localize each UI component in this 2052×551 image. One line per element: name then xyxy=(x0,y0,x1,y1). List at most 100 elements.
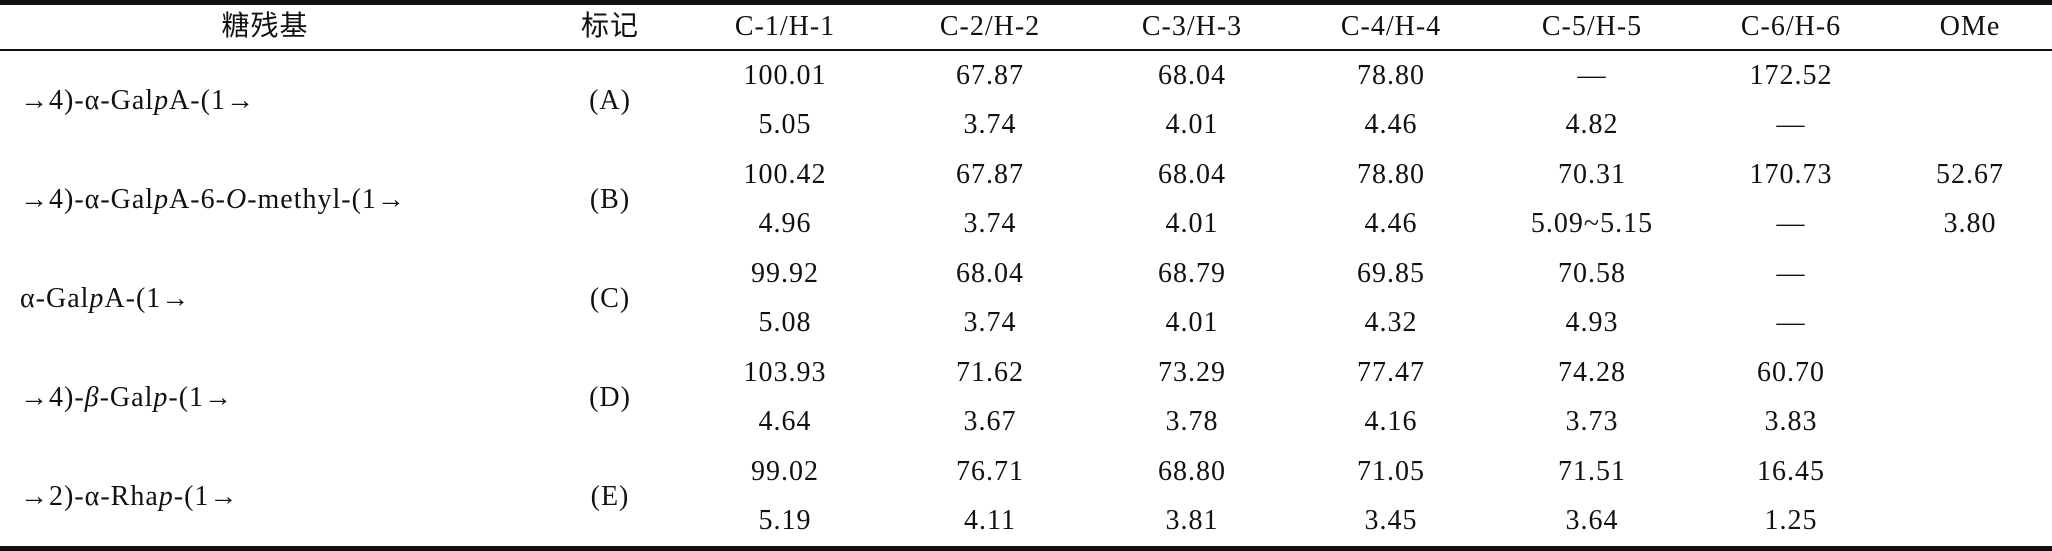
residue-label: (A) xyxy=(589,84,631,116)
proton-shift: 3.74 xyxy=(963,109,1017,141)
residue-label: (C) xyxy=(589,282,631,314)
carbon-shift: 100.42 xyxy=(743,158,827,190)
carbon-shift: 78.80 xyxy=(1357,158,1425,190)
carbon-shift: 70.31 xyxy=(1558,158,1626,190)
residue-name-part: →4)-α-Gal xyxy=(20,84,155,116)
proton-shift: 4.32 xyxy=(1364,307,1418,339)
residue-name-part: -methyl-(1→ xyxy=(247,183,406,215)
carbon-shift: 68.04 xyxy=(1158,59,1226,91)
carbon-shift: 77.47 xyxy=(1357,356,1425,388)
header-cell: C-6/H-6 xyxy=(1740,11,1842,42)
residue-name-part: A-(1→ xyxy=(169,84,255,116)
proton-shift: 4.01 xyxy=(1165,109,1219,141)
residue-name-part: A-6- xyxy=(169,183,226,215)
header-cell: C-4/H-4 xyxy=(1340,11,1442,42)
residue-name-part: p xyxy=(158,480,174,512)
bottom-rule xyxy=(0,546,2052,551)
carbon-shift: 99.02 xyxy=(751,455,819,487)
proton-shift: 4.82 xyxy=(1565,109,1619,141)
residue-name: →4)-α-GalpA-(1→ xyxy=(20,84,255,116)
carbon-shift: 172.52 xyxy=(1749,59,1833,91)
residue-name-part: →4)- xyxy=(20,381,85,413)
residue-name: →2)-α-Rhap-(1→ xyxy=(20,480,238,512)
carbon-shift: 71.05 xyxy=(1357,455,1425,487)
proton-shift: 3.81 xyxy=(1165,505,1219,537)
residue-name-part: β xyxy=(84,381,100,413)
proton-shift: 3.83 xyxy=(1764,406,1818,438)
residue-name-part: O xyxy=(225,183,248,215)
proton-shift: 5.19 xyxy=(758,505,812,537)
carbon-shift: 170.73 xyxy=(1749,158,1833,190)
proton-shift: 3.74 xyxy=(963,208,1017,240)
proton-shift: 4.11 xyxy=(964,505,1016,537)
proton-shift: 5.08 xyxy=(758,307,812,339)
carbon-shift: 67.87 xyxy=(956,59,1024,91)
carbon-shift: 100.01 xyxy=(743,59,827,91)
residue-name-part: p xyxy=(154,84,170,116)
carbon-shift: 68.04 xyxy=(956,257,1024,289)
residue-label: (E) xyxy=(590,480,630,512)
header-cell: 糖残基 xyxy=(221,11,309,42)
proton-shift: 4.01 xyxy=(1165,307,1219,339)
carbon-shift: 68.80 xyxy=(1158,455,1226,487)
residue-name-part: p xyxy=(89,282,105,314)
proton-shift: 3.64 xyxy=(1565,505,1619,537)
carbon-shift: 99.92 xyxy=(751,257,819,289)
proton-shift: 4.16 xyxy=(1364,406,1418,438)
proton-shift: 3.73 xyxy=(1565,406,1619,438)
header-rule xyxy=(0,49,2052,51)
residue-label: (B) xyxy=(589,183,631,215)
residue-name: →4)-β-Galp-(1→ xyxy=(20,381,234,413)
header-cell: C-5/H-5 xyxy=(1541,11,1643,42)
residue-name: α-GalpA-(1→ xyxy=(20,282,191,314)
residue-name-part: -(1→ xyxy=(168,381,234,413)
carbon-shift: 69.85 xyxy=(1357,257,1425,289)
carbon-shift: 103.93 xyxy=(743,356,827,388)
proton-shift: 3.45 xyxy=(1364,505,1418,537)
proton-shift: 3.78 xyxy=(1165,406,1219,438)
proton-shift: — xyxy=(1776,208,1806,240)
carbon-shift: 68.04 xyxy=(1158,158,1226,190)
carbon-shift: 71.62 xyxy=(956,356,1024,388)
residue-name-part: α-Gal xyxy=(20,282,90,314)
residue-name-part: →4)-α-Gal xyxy=(20,183,155,215)
carbon-shift: 52.67 xyxy=(1936,158,2004,190)
residue-name-part: →2)-α-Rha xyxy=(20,480,159,512)
proton-shift: 3.74 xyxy=(963,307,1017,339)
proton-shift: 5.05 xyxy=(758,109,812,141)
carbon-shift: — xyxy=(1577,59,1607,91)
residue-name-part: A-(1→ xyxy=(104,282,191,314)
proton-shift: 4.01 xyxy=(1165,208,1219,240)
carbon-shift: — xyxy=(1776,257,1806,289)
carbon-shift: 78.80 xyxy=(1357,59,1425,91)
proton-shift: 3.67 xyxy=(963,406,1017,438)
proton-shift: 5.09~5.15 xyxy=(1530,208,1654,240)
carbon-shift: 68.79 xyxy=(1158,257,1226,289)
proton-shift: 4.64 xyxy=(758,406,812,438)
carbon-shift: 71.51 xyxy=(1558,455,1626,487)
proton-shift: 4.93 xyxy=(1565,307,1619,339)
residue-name-part: p xyxy=(153,381,169,413)
proton-shift: 3.80 xyxy=(1943,208,1997,240)
proton-shift: 4.96 xyxy=(758,208,812,240)
residue-name-part: p xyxy=(154,183,170,215)
carbon-shift: 76.71 xyxy=(956,455,1024,487)
proton-shift: — xyxy=(1776,307,1806,339)
header-cell: C-2/H-2 xyxy=(939,11,1041,42)
proton-shift: 1.25 xyxy=(1764,505,1818,537)
residue-label: (D) xyxy=(589,381,631,413)
header-cell: C-1/H-1 xyxy=(734,11,836,42)
carbon-shift: 67.87 xyxy=(956,158,1024,190)
residue-name-part: -Gal xyxy=(99,381,154,413)
proton-shift: 4.46 xyxy=(1364,208,1418,240)
carbon-shift: 60.70 xyxy=(1757,356,1825,388)
header-cell: C-3/H-3 xyxy=(1141,11,1243,42)
carbon-shift: 16.45 xyxy=(1757,455,1825,487)
carbon-shift: 74.28 xyxy=(1558,356,1626,388)
header-cell: 标记 xyxy=(580,11,640,42)
carbon-shift: 73.29 xyxy=(1158,356,1226,388)
proton-shift: — xyxy=(1776,109,1806,141)
residue-name: →4)-α-GalpA-6-O-methyl-(1→ xyxy=(20,183,406,215)
header-cell: OMe xyxy=(1939,11,2001,42)
